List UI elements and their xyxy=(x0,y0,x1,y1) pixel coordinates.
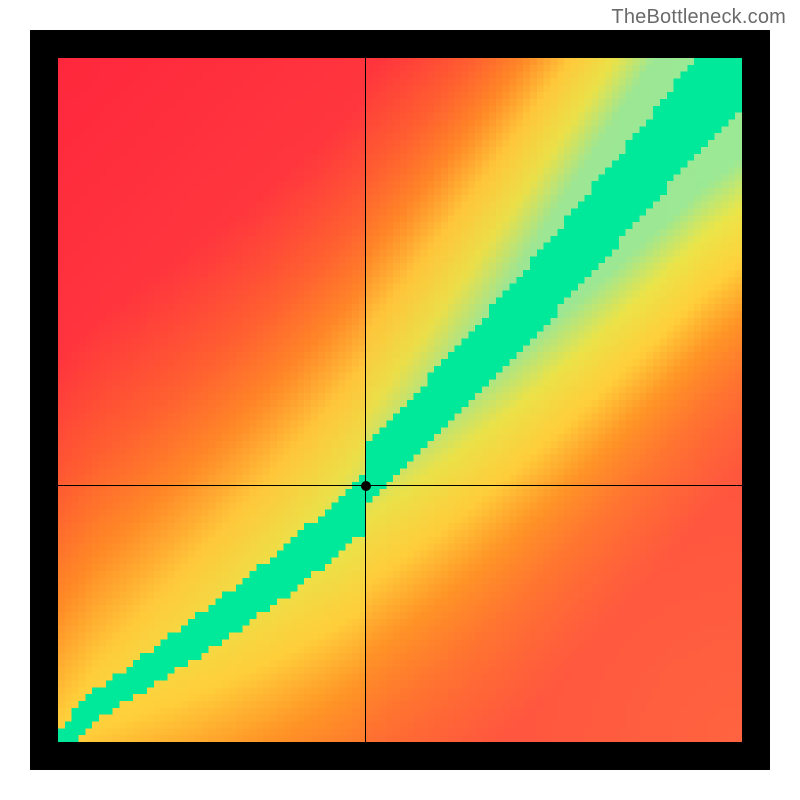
crosshair-horizontal xyxy=(58,485,742,486)
plot-area xyxy=(30,30,770,770)
chart-container: TheBottleneck.com xyxy=(0,0,800,800)
marker-point xyxy=(361,481,371,491)
crosshair-vertical xyxy=(365,58,366,742)
heatmap-canvas xyxy=(58,58,742,742)
attribution-text: TheBottleneck.com xyxy=(611,6,786,29)
